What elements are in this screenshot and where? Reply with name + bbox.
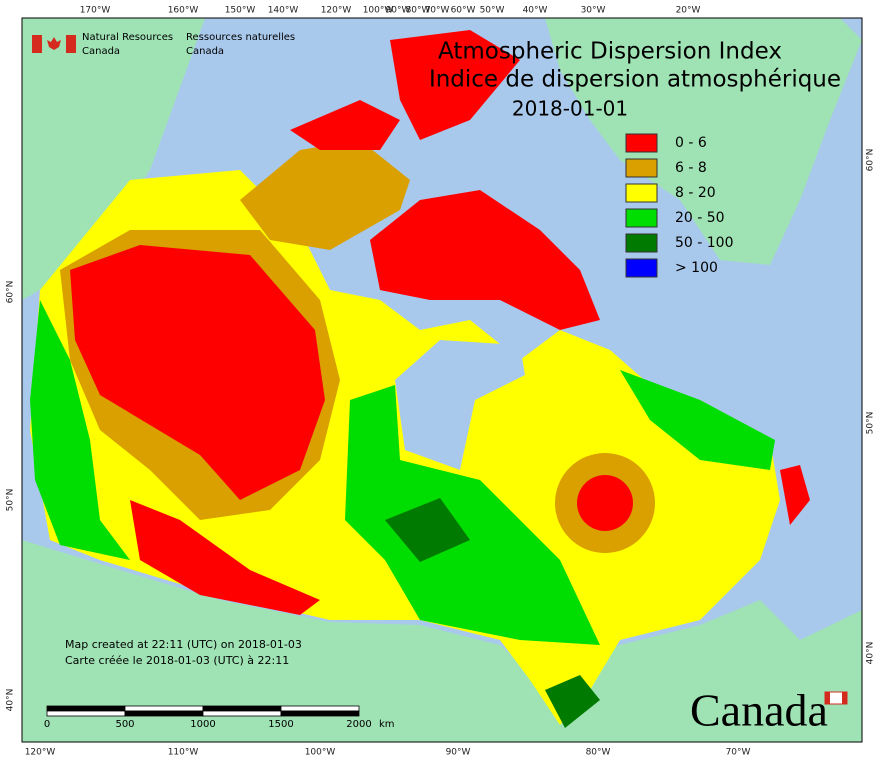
legend-label: 8 - 20 [675, 185, 716, 201]
graticule-label: 160°W [168, 6, 199, 16]
scale-segment [280, 710, 360, 717]
graticule-label: 30°W [581, 6, 606, 16]
title: Indice de dispersion atmosphérique [429, 67, 841, 93]
graticule-label: 80°W [406, 6, 431, 16]
legend-swatch [625, 183, 658, 203]
wordmark-flag [842, 692, 847, 704]
wordmark-flag [825, 692, 830, 704]
scale-segment [202, 705, 282, 712]
scale-segment [124, 705, 204, 712]
graticule-label: 170°W [80, 6, 111, 16]
zone-red [577, 475, 633, 531]
alaska [22, 18, 205, 300]
org-fr: Ressources naturelles [186, 32, 295, 43]
scale-label: 0 [44, 719, 50, 730]
legend-swatch [625, 158, 658, 178]
graticule-label: 100°W [305, 748, 336, 758]
org-en: Natural Resources [82, 32, 173, 43]
zone-dark-green [385, 498, 470, 562]
org-en: Canada [82, 46, 120, 57]
greenland [545, 18, 862, 265]
graticule-label: 40°W [523, 6, 548, 16]
scale-segment [46, 705, 126, 712]
legend-swatch [625, 233, 658, 253]
scale-unit: km [379, 719, 395, 730]
graticule-label: 60°N [6, 281, 16, 304]
frame [21, 17, 863, 743]
scale-segment [124, 710, 204, 717]
org-fr: Canada [186, 46, 224, 57]
scale-segment [202, 710, 282, 717]
arctic-island [290, 100, 400, 150]
date: 2018-01-01 [512, 97, 628, 121]
graticule-label: 50°N [866, 412, 876, 435]
maple-leaf [47, 37, 61, 50]
legend-swatch [625, 258, 658, 278]
graticule-label: 20°W [676, 6, 701, 16]
scale-label: 1500 [268, 719, 293, 730]
zone-red [130, 500, 320, 615]
credit: Map created at 22:11 (UTC) on 2018-01-03 [65, 638, 302, 651]
hudson-bay [395, 340, 525, 470]
graticule-label: 120°W [25, 748, 56, 758]
zone-green [620, 370, 775, 470]
graticule-label: 40°N [866, 642, 876, 665]
scale-label: 1000 [190, 719, 215, 730]
graticule-label: 150°W [225, 6, 256, 16]
title: Atmospheric Dispersion Index [438, 39, 782, 65]
graticule-label: 60°N [866, 149, 876, 172]
graticule-label: 70°W [726, 748, 751, 758]
graticule-label: 60°W [451, 6, 476, 16]
graticule-label: 100°W [363, 6, 394, 16]
usa [22, 540, 862, 742]
scale-segment [280, 705, 360, 712]
graticule-label: 140°W [268, 6, 299, 16]
legend-label: 20 - 50 [675, 210, 725, 226]
graticule-label: 120°W [321, 6, 352, 16]
zone-green [30, 300, 130, 560]
zone-dark-green [545, 675, 600, 728]
arctic-island [370, 190, 600, 330]
flag-bar [32, 35, 42, 53]
graticule-label: 40°N [6, 689, 16, 712]
scale-label: 2000 [346, 719, 371, 730]
flag-bar [66, 35, 76, 53]
graticule-label: 70°W [425, 6, 450, 16]
legend-label: 50 - 100 [675, 235, 734, 251]
newfoundland [780, 465, 810, 525]
scale-segment [46, 710, 126, 717]
credit: Carte créée le 2018-01-03 (UTC) à 22:11 [65, 654, 289, 667]
graticule-label: 90°W [386, 6, 411, 16]
graticule-label: 80°W [586, 748, 611, 758]
legend-label: 0 - 6 [675, 135, 707, 151]
graticule-label: 90°W [446, 748, 471, 758]
graticule-label: 110°W [168, 748, 199, 758]
wordmark: Canada [690, 685, 828, 736]
graticule-label: 50°W [480, 6, 505, 16]
zone-green [345, 385, 600, 645]
legend-label: 6 - 8 [675, 160, 707, 176]
legend-swatch [625, 133, 658, 153]
graticule-label: 50°N [6, 489, 16, 512]
zone-red [70, 245, 325, 500]
scale-label: 500 [115, 719, 134, 730]
arctic-island [240, 140, 410, 250]
legend-label: > 100 [675, 260, 718, 276]
arctic-island [390, 30, 520, 140]
legend-swatch [625, 208, 658, 228]
